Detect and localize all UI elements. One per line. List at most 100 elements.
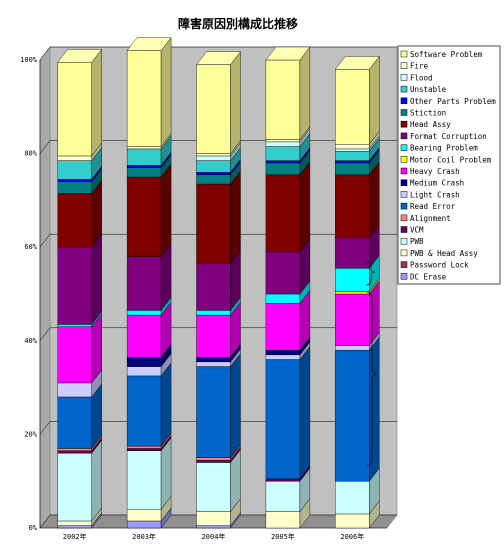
bar-segment-side [369, 161, 380, 239]
bar-segment-side [299, 46, 311, 141]
legend-swatch [400, 179, 408, 186]
bar-segment [265, 251, 301, 295]
legend-swatch [400, 237, 408, 245]
bar-segment [196, 153, 231, 157]
bracket-annotation [365, 261, 376, 286]
bar-segment [196, 160, 231, 173]
legend-entry: Medium Crash [410, 179, 464, 188]
bar-segment [196, 457, 231, 461]
legend-swatch [400, 191, 408, 198]
bar-segment [335, 345, 370, 351]
bar-segment-side [91, 233, 102, 326]
bar-segment [265, 146, 301, 161]
bar-segment [265, 174, 301, 253]
bar-top [334, 56, 380, 70]
bar-segment-side [369, 55, 380, 145]
bar-segment-side [91, 48, 102, 157]
bar-segment [335, 151, 370, 161]
bar-segment [126, 146, 162, 150]
side-wall [39, 46, 51, 529]
legend-swatch [400, 261, 408, 268]
bar-segment [265, 359, 301, 480]
bar-segment-side [160, 163, 172, 258]
bar-segment [57, 179, 92, 182]
legend-swatch [400, 74, 408, 81]
bar-segment [196, 462, 231, 512]
legend-swatch [400, 109, 408, 116]
y-tick-label: 60% [24, 243, 37, 251]
legend-entry: Password Lock [410, 261, 469, 270]
bar-segment-side [160, 362, 172, 447]
legend-entry: Stiction [410, 109, 446, 118]
bar-segment [126, 366, 162, 377]
y-tick-label: 100% [20, 56, 38, 64]
legend-entry: Read Error [410, 202, 456, 211]
bracket-annotation [365, 291, 378, 467]
legend-swatch [400, 273, 408, 280]
bar-segment [335, 293, 370, 346]
legend-entry: Motor Coil Problem [410, 155, 492, 164]
bar-segment-side [230, 170, 241, 265]
legend-swatch [400, 144, 408, 151]
x-tick-label: 2004年 [202, 532, 226, 541]
legend-box [397, 45, 501, 285]
bar-segment [57, 62, 92, 157]
legend-entry: Unstable [410, 85, 447, 94]
bar-segment [126, 509, 162, 522]
bar-segment-side [230, 352, 241, 459]
bar-segment [126, 176, 162, 257]
bar-segment [57, 193, 92, 248]
bar-segment-side [230, 51, 241, 155]
bar-segment [57, 452, 92, 522]
bar-segment [265, 511, 301, 529]
bar-top [57, 49, 103, 63]
bar-segment [265, 139, 301, 143]
bar-segment [196, 155, 231, 161]
bar-segment [57, 246, 92, 325]
bar-segment [126, 165, 162, 168]
bar-segment [335, 144, 370, 150]
gridline [39, 514, 51, 529]
bar-segment [57, 450, 92, 454]
legend-entry: PWB [410, 237, 424, 246]
bar-segment [126, 310, 162, 316]
bar-segment-side [91, 439, 102, 522]
legend-entry: Heavy Crash [410, 167, 460, 176]
bar-segment [335, 513, 370, 529]
bar-segment [126, 50, 162, 147]
bar-segment [335, 291, 370, 295]
bar-segment [126, 375, 162, 447]
x-tick-label: 2006年 [340, 532, 364, 541]
y-tick-label: 0% [29, 524, 38, 532]
legend-swatch [400, 226, 408, 233]
bar-segment [57, 448, 92, 451]
bar-segment [196, 525, 231, 529]
legend: Software Problem Fire Flood Unstable Other P… [365, 45, 501, 467]
gridline [39, 327, 51, 341]
bar-segment [57, 181, 92, 194]
bar-segment [335, 160, 370, 164]
x-tick-label: 2002年 [63, 532, 87, 541]
bar-segment [57, 396, 92, 449]
legend-swatch [400, 202, 408, 210]
bar-segment-side [160, 37, 172, 148]
bar-segment [196, 361, 231, 367]
gridline [39, 46, 51, 61]
x-tick-label: 2005年 [271, 532, 295, 541]
gridline [39, 421, 51, 435]
x-tick-label: 2003年 [132, 532, 156, 541]
bar-segment [196, 511, 231, 526]
bar-segment [265, 349, 301, 356]
bar-segment [265, 481, 301, 512]
bar-segment-side [369, 336, 380, 482]
bar-segment [196, 183, 231, 264]
bar-segment [265, 160, 301, 164]
bar-segment [57, 520, 92, 526]
legend-swatch [400, 50, 408, 58]
bar-segment [196, 263, 231, 311]
bar-segment [196, 174, 231, 185]
bar-segment [335, 349, 370, 482]
bar-segment [335, 268, 370, 292]
bar-segment [335, 174, 370, 239]
